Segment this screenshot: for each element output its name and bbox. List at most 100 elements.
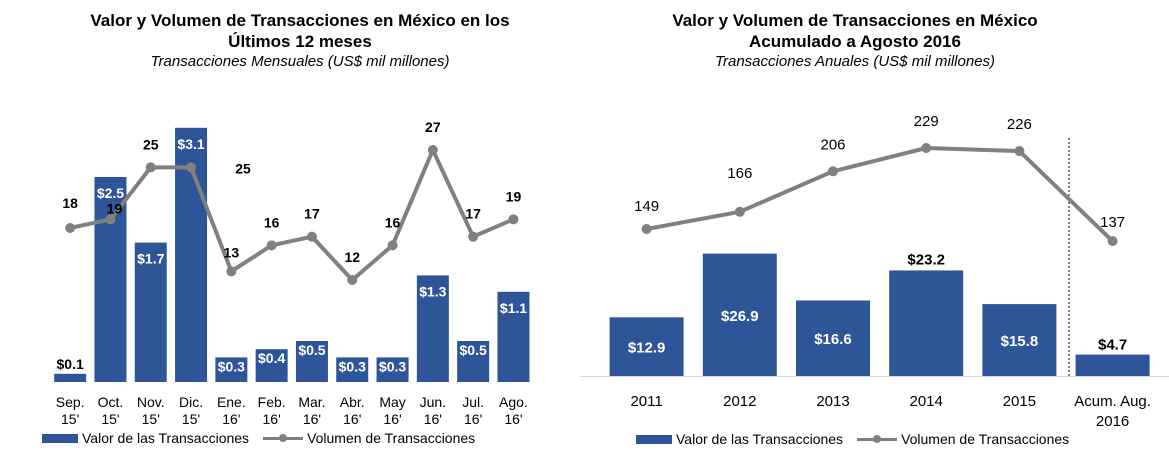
bar bbox=[497, 291, 530, 382]
legend-bar-label: Valor de las Transacciones bbox=[82, 430, 250, 446]
legend-bar-swatch bbox=[636, 434, 672, 444]
legend-line-swatch bbox=[857, 434, 898, 444]
bar-value-label: $0.5 bbox=[460, 342, 487, 358]
category-label: Oct. bbox=[98, 394, 124, 410]
category-label: 2014 bbox=[910, 393, 943, 410]
volume-value-label: 25 bbox=[143, 136, 159, 152]
bar bbox=[982, 304, 1057, 376]
volume-point bbox=[921, 143, 932, 153]
volume-value-label: 16 bbox=[264, 214, 280, 230]
volume-point bbox=[468, 231, 479, 242]
category-label: Abr. bbox=[340, 394, 365, 410]
volume-point bbox=[508, 214, 519, 225]
left-chart-title-block: Valor y Volumen de Transacciones en Méxi… bbox=[20, 10, 580, 72]
bar bbox=[416, 275, 449, 382]
volume-value-label: 229 bbox=[914, 113, 939, 130]
left-chart-title: Valor y Volumen de Transacciones en Méxi… bbox=[90, 11, 510, 30]
category-label: 2013 bbox=[816, 393, 849, 410]
volume-value-label: 18 bbox=[62, 195, 78, 211]
volume-value-label: 13 bbox=[224, 244, 240, 260]
volume-value-label: 27 bbox=[425, 119, 441, 135]
category-label: Ene. bbox=[217, 394, 246, 410]
category-label: Nov. bbox=[137, 394, 165, 410]
volume-point bbox=[226, 266, 237, 277]
category-label: 16' bbox=[303, 411, 321, 427]
volume-point bbox=[266, 240, 277, 251]
volume-value-label: 226 bbox=[1007, 116, 1032, 133]
right-chart-title-block: Valor y Volumen de Transacciones en Méxi… bbox=[600, 10, 1110, 72]
category-label: May bbox=[379, 394, 405, 410]
volume-value-label: 25 bbox=[235, 160, 251, 176]
left-chart: $0.1 $2.5 $1.7 $3.1 $0.3 $0.4 $0.5 $0.3 $0.3 $1.3… bbox=[54, 119, 530, 427]
volume-value-label: 17 bbox=[465, 206, 481, 222]
volume-point bbox=[828, 166, 838, 177]
volume-value-label: 19 bbox=[506, 188, 522, 204]
category-label: Ago. bbox=[499, 394, 528, 410]
bar-value-label: $1.1 bbox=[500, 300, 527, 316]
bar-value-label: $1.3 bbox=[419, 283, 446, 299]
volume-point bbox=[145, 162, 156, 173]
volume-point bbox=[1107, 236, 1118, 247]
legend-item-volume: Volumen de Transacciones bbox=[263, 430, 475, 446]
category-label: Sep. bbox=[56, 394, 85, 410]
bar-value-label: $0.5 bbox=[298, 342, 325, 358]
bar-value-label: $2.5 bbox=[97, 185, 124, 201]
volume-point bbox=[347, 275, 358, 285]
bar bbox=[609, 317, 684, 376]
volume-value-label: 17 bbox=[304, 206, 320, 222]
volume-point bbox=[1014, 146, 1025, 157]
bar-value-label: $26.9 bbox=[721, 308, 759, 325]
volume-point bbox=[387, 240, 398, 251]
volume-series-line bbox=[69, 148, 515, 282]
volume-value-label: 149 bbox=[634, 198, 659, 215]
category-label: 2012 bbox=[723, 393, 756, 410]
legend-item-volume: Volumen de Transacciones bbox=[857, 431, 1069, 447]
bar bbox=[889, 270, 964, 376]
category-label: 16' bbox=[222, 411, 240, 427]
volume-value-label: 166 bbox=[727, 165, 752, 182]
legend-line-label: Volumen de Transacciones bbox=[307, 430, 476, 446]
bar bbox=[295, 341, 328, 382]
volume-point bbox=[65, 223, 76, 233]
category-label: 2015 bbox=[1003, 393, 1036, 410]
category-label: 15' bbox=[101, 411, 119, 427]
volume-value-label: 16 bbox=[385, 214, 401, 230]
right-chart-subtitle: Transacciones Anuales (US$ mil millones) bbox=[714, 53, 996, 70]
bar-value-label: $23.2 bbox=[907, 251, 945, 268]
legend-line-label: Volumen de Transacciones bbox=[901, 431, 1070, 447]
bar bbox=[702, 253, 777, 376]
category-label: 16' bbox=[343, 411, 361, 427]
category-label: 15' bbox=[142, 411, 160, 427]
legend-bar-swatch bbox=[42, 433, 78, 443]
category-label: 2011 bbox=[630, 393, 662, 410]
category-label: Mar. bbox=[298, 394, 325, 410]
bar-value-label: $0.4 bbox=[258, 350, 285, 366]
category-label: Jun. bbox=[420, 394, 446, 410]
left-chart-subtitle: Transacciones Mensuales (US$ mil millone… bbox=[150, 53, 450, 70]
volume-point bbox=[105, 214, 116, 225]
bar bbox=[134, 242, 167, 382]
bar-value-label: $4.7 bbox=[1098, 337, 1127, 354]
volume-point bbox=[306, 231, 317, 242]
category-label: Acum. Aug. bbox=[1074, 393, 1151, 410]
volume-value-label: 12 bbox=[344, 249, 360, 265]
right-chart-legend: Valor de las Transacciones Volumen de Tr… bbox=[636, 431, 1083, 447]
bar-value-label: $15.8 bbox=[1001, 333, 1039, 350]
bar-value-label: $0.3 bbox=[339, 358, 366, 374]
left-chart-title-line2: Últimos 12 meses bbox=[228, 32, 372, 51]
category-label: 15' bbox=[182, 411, 200, 427]
right-chart-title: Valor y Volumen de Transacciones en Méxi… bbox=[672, 11, 1038, 30]
bar-value-label: $12.9 bbox=[628, 340, 666, 357]
bar bbox=[54, 373, 87, 382]
category-label: 16' bbox=[383, 411, 401, 427]
category-label: Dic. bbox=[179, 394, 203, 410]
bar bbox=[255, 349, 288, 382]
volume-value-label: 206 bbox=[820, 136, 845, 153]
legend-bar-label: Valor de las Transacciones bbox=[676, 431, 844, 447]
legend-item-value: Valor de las Transacciones bbox=[636, 431, 843, 447]
bar-value-label: $0.1 bbox=[57, 356, 84, 372]
category-label: 16' bbox=[504, 411, 522, 427]
category-label: 16' bbox=[263, 411, 281, 427]
right-chart-title-line2: Acumulado a Agosto 2016 bbox=[749, 32, 961, 51]
volume-point bbox=[427, 145, 438, 155]
